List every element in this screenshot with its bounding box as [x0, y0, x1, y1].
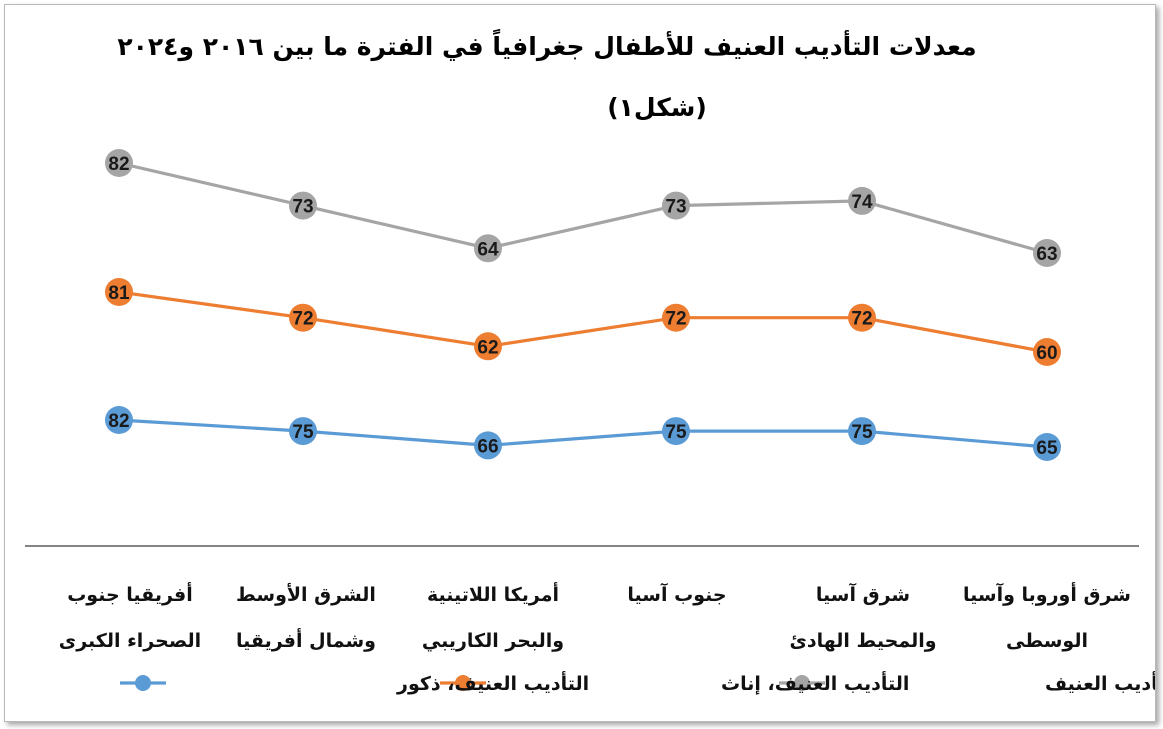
series-line-1	[118, 290, 1048, 354]
category-label-3-0: جنوب آسيا	[627, 582, 726, 606]
data-label-0-4: 74	[851, 192, 873, 213]
data-point-2-4	[848, 417, 876, 446]
data-label-0-0: 82	[108, 154, 129, 175]
chart-title: معدلات التأديب العنيف للأطفال جغرافياً ف…	[117, 29, 976, 62]
data-label-1-5: 60	[1036, 343, 1057, 364]
data-point-2-2	[474, 431, 502, 460]
data-point-0-3	[662, 191, 690, 220]
data-label-0-1: 73	[292, 197, 313, 218]
category-label-4-0: شرق آسيا	[816, 582, 910, 606]
data-point-1-1	[289, 303, 317, 332]
legend-marker-2	[135, 675, 151, 691]
data-label-2-4: 75	[851, 422, 873, 443]
category-label-5-1: الوسطى	[1006, 630, 1088, 652]
data-point-1-3	[662, 303, 690, 332]
data-label-2-2: 66	[477, 436, 498, 457]
data-point-1-4	[848, 303, 876, 332]
category-label-4-1: والمحيط الهادئ	[789, 630, 936, 652]
legend-label-1: التأديب العنيف، إناث	[721, 671, 909, 695]
data-label-2-5: 65	[1036, 438, 1058, 459]
data-point-1-5	[1033, 338, 1061, 366]
category-label-2-0: أمريكا اللاتينية	[427, 582, 559, 606]
line-chart: معدلات التأديب العنيف للأطفال جغرافياً ف…	[25, 29, 1155, 695]
category-label-2-1: والبحر الكاريبي	[422, 630, 564, 652]
data-label-1-1: 72	[292, 309, 313, 330]
legend-label-2: التأديب العنيف، ذكور	[396, 671, 589, 695]
category-label-0-0: أفريقيا جنوب	[67, 582, 193, 606]
chart-frame: معدلات التأديب العنيف للأطفال جغرافياً ف…	[4, 4, 1156, 722]
series-line-2	[118, 418, 1048, 449]
data-point-2-0	[105, 406, 133, 434]
legend: معدل التأديب العنيف التأديب العنيف، إناث ا…	[120, 671, 1155, 695]
data-label-0-3: 73	[665, 197, 686, 218]
data-label-2-0: 82	[108, 411, 129, 432]
legend-marker-1	[455, 675, 471, 691]
series-line-0	[118, 161, 1048, 255]
category-label-5-0: شرق أوروبا وآسيا	[963, 582, 1131, 606]
category-label-1-1: وشمال أفريقيا	[236, 628, 376, 652]
data-label-2-3: 75	[665, 422, 687, 443]
category-label-1-0: الشرق الأوسط	[236, 583, 376, 606]
data-point-0-4	[848, 186, 876, 215]
data-point-2-3	[662, 417, 690, 446]
data-point-0-2	[474, 234, 502, 263]
data-label-1-4: 72	[851, 309, 872, 330]
data-point-0-1	[289, 191, 317, 220]
data-label-2-1: 75	[292, 422, 314, 443]
category-labels: أفريقيا جنوب الصحراء الكبرى الشرق الأوسط وش…	[59, 582, 1131, 652]
legend-marker-0	[794, 675, 810, 691]
data-point-2-1	[289, 417, 317, 446]
chart-subtitle: (شكل١)	[607, 93, 707, 122]
series-markers: 82 73 64 73 74 63 81 72 62 72 72 60 82 75 66 75 75 65	[105, 149, 1061, 461]
series-lines	[118, 161, 1048, 449]
data-point-1-2	[474, 332, 502, 361]
data-label-0-2: 64	[477, 239, 499, 260]
legend-label-0: معدل التأديب العنيف	[1045, 671, 1155, 695]
data-point-0-0	[105, 149, 133, 177]
data-point-1-0	[105, 278, 133, 306]
data-label-1-3: 72	[665, 309, 686, 330]
data-label-1-0: 81	[108, 283, 130, 304]
chart-titles: معدلات التأديب العنيف للأطفال جغرافياً ف…	[117, 29, 976, 122]
data-label-1-2: 62	[477, 337, 498, 358]
data-point-2-5	[1033, 433, 1061, 461]
data-point-0-5	[1033, 239, 1061, 267]
data-label-0-5: 63	[1036, 244, 1057, 265]
category-label-0-1: الصحراء الكبرى	[59, 630, 201, 652]
